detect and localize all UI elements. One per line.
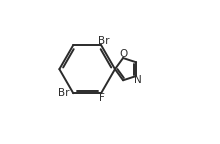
Text: Br: Br bbox=[58, 88, 70, 98]
Text: F: F bbox=[99, 93, 105, 103]
Text: Br: Br bbox=[98, 36, 109, 46]
Text: N: N bbox=[134, 75, 142, 85]
Text: O: O bbox=[120, 49, 128, 59]
